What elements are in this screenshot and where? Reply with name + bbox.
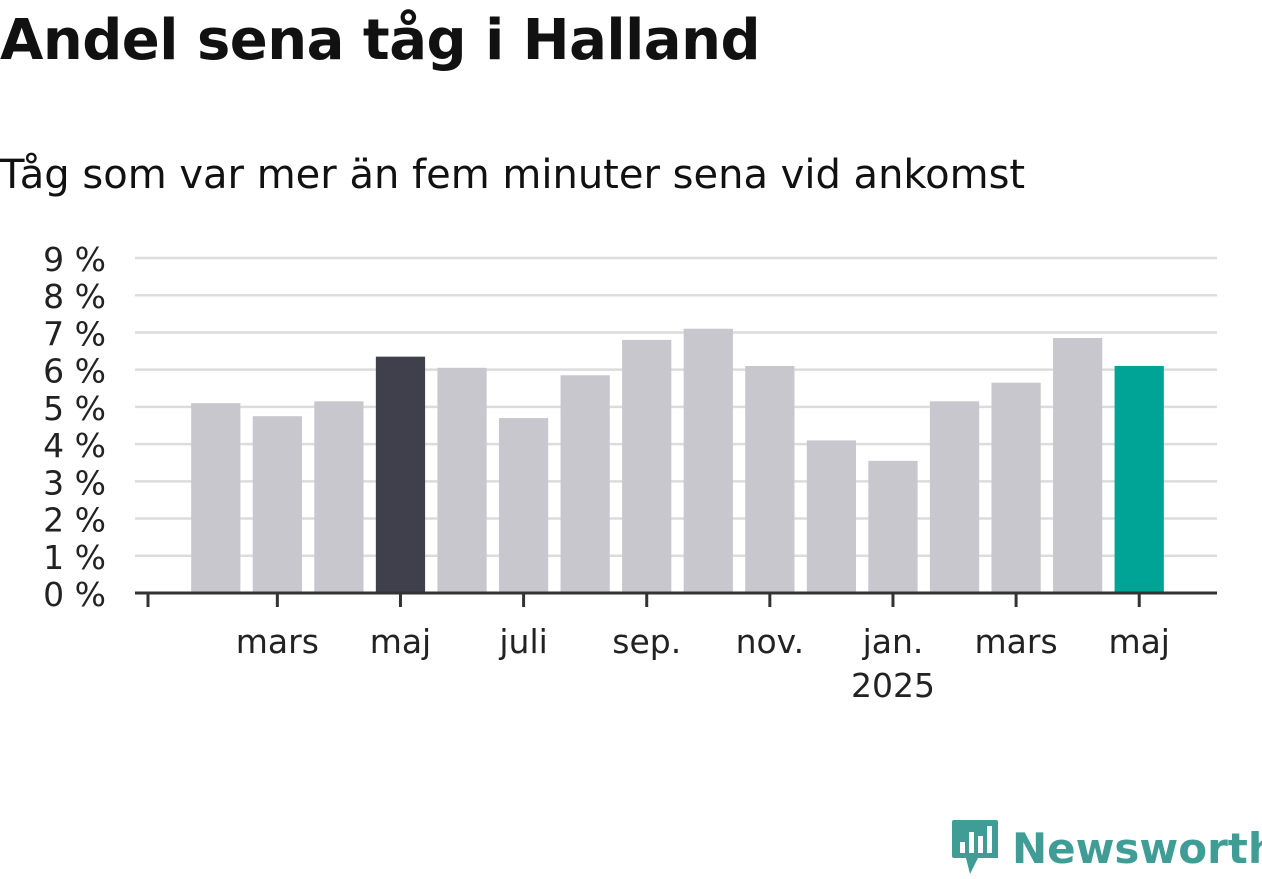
x-tick-label: jan. (862, 622, 924, 661)
x-tick-label: mars (236, 622, 319, 661)
y-tick-label: 0 % (43, 575, 106, 614)
y-tick-label: 2 % (43, 501, 106, 540)
bar (498, 418, 549, 593)
y-tick-label: 7 % (43, 314, 106, 353)
y-tick-label: 3 % (43, 463, 106, 502)
newsworthy-logo-icon (952, 820, 998, 874)
y-tick-label: 8 % (43, 277, 106, 316)
chart-title: Andel sena tåg i Halland (0, 8, 761, 73)
x-tick-label: mars (975, 622, 1058, 661)
bar (375, 356, 426, 593)
bar (1114, 365, 1164, 593)
bar (806, 440, 857, 593)
x-tick-label: maj (370, 622, 432, 661)
y-tick-label: 5 % (43, 389, 106, 428)
y-tick-label: 1 % (43, 538, 106, 577)
bar (560, 375, 610, 593)
bar (622, 339, 672, 593)
bar (191, 403, 241, 593)
x-tick-label: nov. (736, 622, 805, 661)
bar (437, 367, 487, 593)
brand-name: Newsworthy (1012, 823, 1262, 873)
x-tick-label: sep. (612, 622, 681, 661)
bar (683, 328, 733, 593)
bar (868, 460, 918, 593)
chart-subtitle: Tåg som var mer än fem minuter sena vid … (0, 152, 1026, 198)
bar (314, 401, 364, 593)
bar (991, 382, 1041, 593)
y-tick-label: 9 % (43, 240, 106, 279)
bar (1053, 338, 1103, 593)
x-tick-label: juli (498, 622, 547, 661)
y-tick-label: 6 % (43, 352, 106, 391)
bar (745, 365, 795, 593)
y-tick-label: 4 % (43, 426, 106, 465)
bar (252, 416, 302, 593)
x-tick-year-label: 2025 (851, 666, 935, 705)
x-tick-label: maj (1108, 622, 1170, 661)
brand-logo: Newsworthy (950, 818, 1262, 878)
bar (929, 401, 980, 593)
